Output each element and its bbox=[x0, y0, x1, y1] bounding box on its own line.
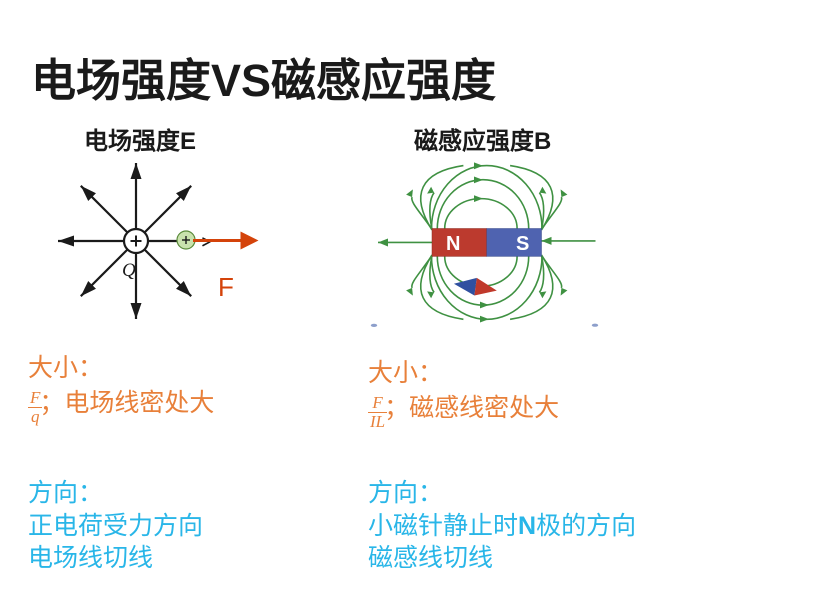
svg-text:S: S bbox=[516, 233, 529, 255]
svg-text:Q: Q bbox=[122, 260, 136, 281]
svg-text:F: F bbox=[218, 272, 234, 302]
svg-text:N: N bbox=[446, 233, 460, 255]
